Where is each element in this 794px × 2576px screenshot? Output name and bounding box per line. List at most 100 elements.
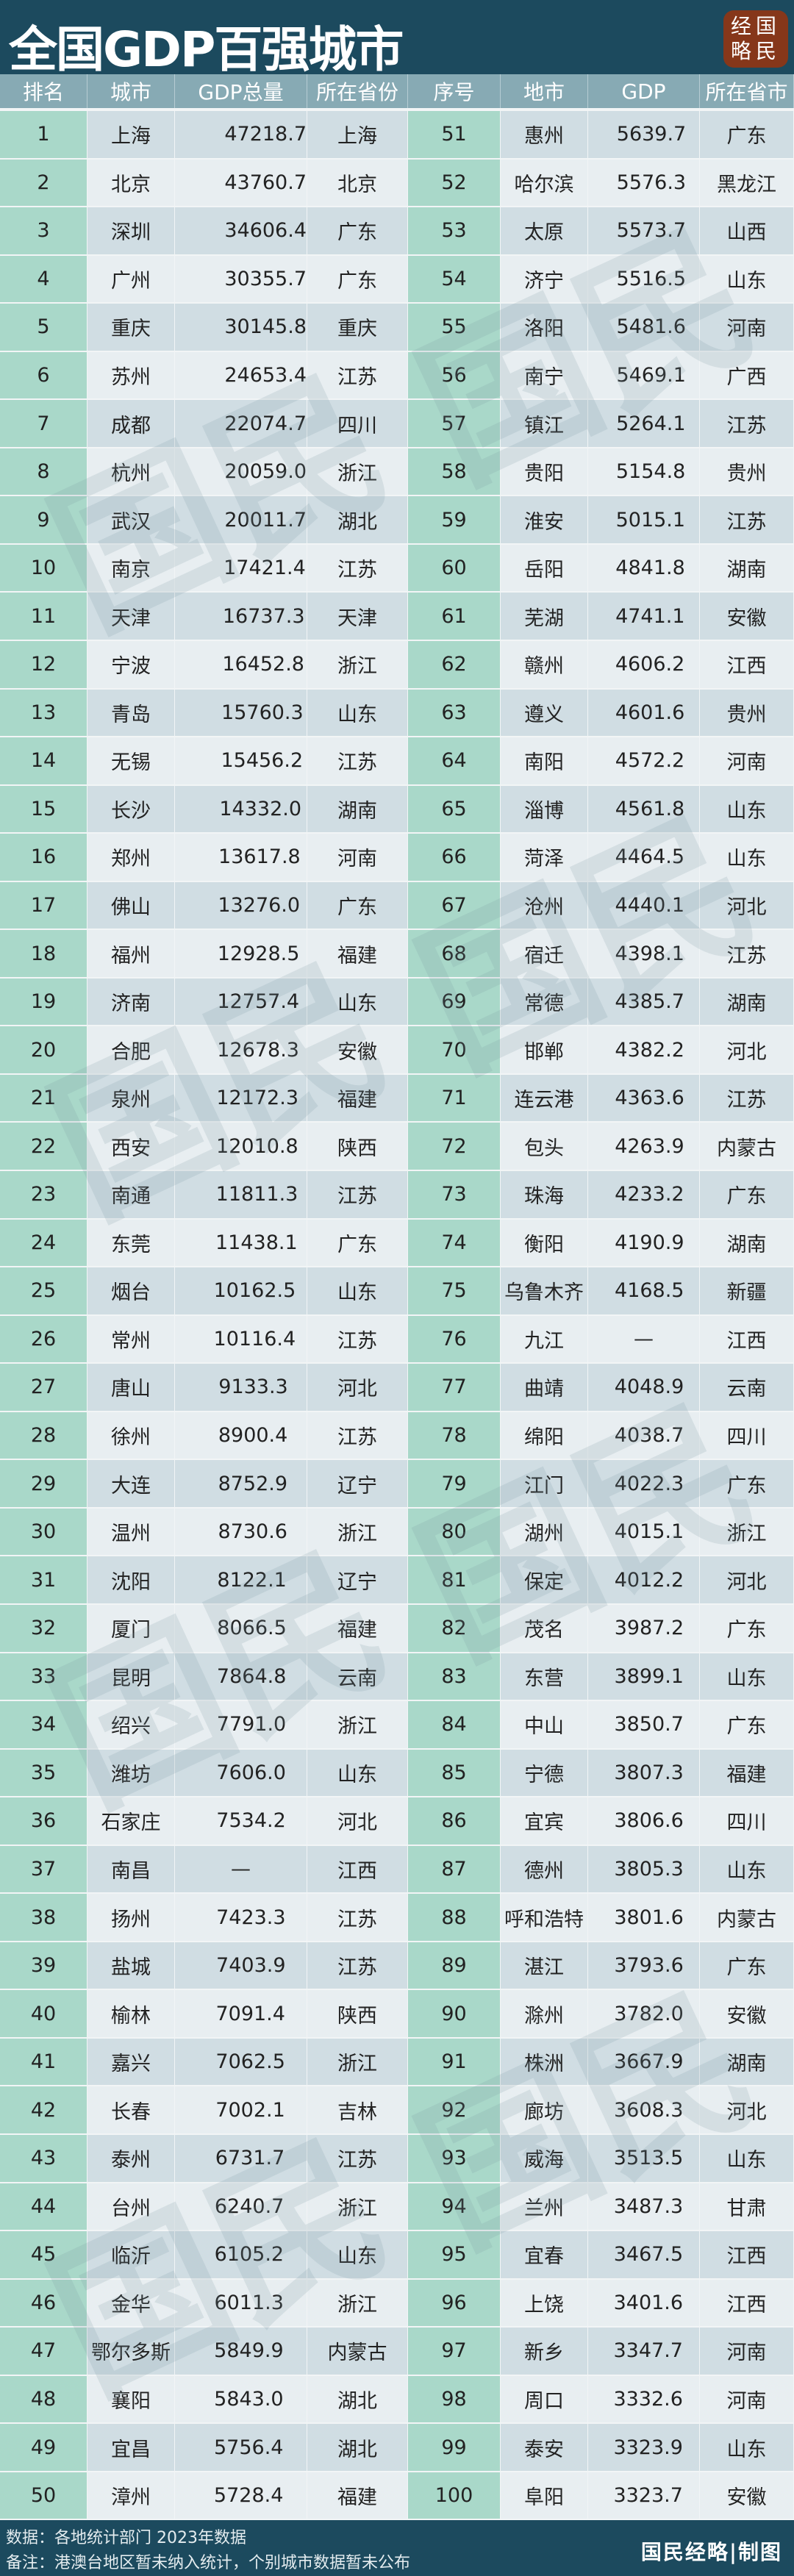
rank-cell: 59 [408, 496, 501, 543]
gdp-cell: 30145.8 [175, 304, 307, 351]
province-cell: 湖南 [307, 785, 408, 833]
province-cell: 安徽 [700, 2472, 794, 2519]
province-cell: 河北 [307, 1364, 408, 1411]
table-row: 7 成都 22074.7 四川 57 镇江 5264.1 江苏 [0, 400, 794, 448]
gdp-value: 5639.7 [616, 123, 687, 146]
gdp-cell: 3401.6 [588, 2279, 700, 2327]
gdp-cell: 5849.9 [175, 2328, 307, 2375]
rank-cell: 13 [0, 689, 87, 737]
gdp-value: 4012.2 [614, 1568, 684, 1592]
province-cell: 广东 [700, 1942, 794, 1989]
column-header: 所在省市 [700, 74, 794, 108]
province-cell: 广东 [700, 111, 794, 158]
table-row: 36 石家庄 7534.2 河北 86 宜宾 3806.6 四川 [0, 1797, 794, 1846]
gdp-cell: 8752.9 [175, 1460, 307, 1507]
province-cell: 广东 [700, 1460, 794, 1507]
gdp-cell: 9133.3 [175, 1364, 307, 1411]
gdp-cell: 8730.6 [175, 1508, 307, 1556]
gdp-cell: 7606.0 [175, 1749, 307, 1797]
rank-cell: 49 [0, 2424, 87, 2471]
province-cell: 辽宁 [307, 1556, 408, 1603]
province-cell: 天津 [307, 593, 408, 640]
city-cell: 岳阳 [501, 544, 588, 592]
province-cell: 湖北 [307, 496, 408, 543]
city-cell: 长沙 [87, 785, 175, 833]
table-row: 39 盐城 7403.9 江苏 89 湛江 3793.6 广东 [0, 1942, 794, 1991]
gdp-value: 4382.2 [615, 1038, 684, 1062]
city-cell: 北京 [87, 159, 175, 207]
gdp-cell: 4190.9 [588, 1219, 700, 1267]
province-cell: 山东 [700, 1653, 794, 1700]
rank-cell: 71 [408, 1074, 501, 1122]
gdp-value: 6731.7 [215, 2147, 285, 2170]
province-cell: 陕西 [307, 1123, 408, 1170]
province-cell: 福建 [307, 930, 408, 977]
footer: 数据：各地统计部门 2023年数据 备注：港澳台地区暂未纳入统计，个别城市数据暂… [0, 2522, 794, 2576]
province-cell: 浙江 [307, 2279, 408, 2327]
province-cell: 河南 [700, 737, 794, 784]
gdp-cell: 3806.6 [588, 1797, 700, 1845]
city-cell: 珠海 [501, 1171, 588, 1218]
rank-cell: 56 [408, 351, 501, 399]
table-row: 31 沈阳 8122.1 辽宁 81 保定 4012.2 河北 [0, 1556, 794, 1605]
gdp-value: 6240.7 [214, 2194, 285, 2218]
rank-cell: 28 [0, 1412, 87, 1459]
city-cell: 临沂 [87, 2231, 175, 2278]
gdp-value: 12928.5 [217, 942, 300, 965]
province-cell: 江西 [700, 641, 794, 688]
gdp-cell: 7791.0 [175, 1701, 307, 1748]
rank-cell: 83 [408, 1653, 501, 1700]
province-cell: 云南 [700, 1364, 794, 1411]
table-row: 11 天津 16737.3 天津 61 芜湖 4741.1 安徽 [0, 593, 794, 642]
gdp-value: 4038.7 [614, 1424, 684, 1448]
rank-cell: 69 [408, 978, 501, 1026]
city-cell: 杭州 [87, 448, 175, 495]
gdp-value: 3347.7 [613, 2339, 683, 2363]
rank-cell: 72 [408, 1123, 501, 1170]
rank-cell: 62 [408, 641, 501, 688]
gdp-cell: 3801.6 [588, 1894, 700, 1941]
city-cell: 宜昌 [87, 2424, 175, 2471]
city-cell: 兰州 [501, 2183, 588, 2230]
province-cell: 浙江 [307, 1701, 408, 1748]
province-cell: 山东 [700, 1845, 794, 1893]
city-cell: 常州 [87, 1315, 175, 1363]
province-cell: 河北 [700, 881, 794, 929]
table-row: 37 南昌 — 江西 87 德州 3805.3 山东 [0, 1845, 794, 1895]
rank-cell: 21 [0, 1074, 87, 1122]
province-cell: 内蒙古 [700, 1894, 794, 1941]
gdp-value: 5728.4 [213, 2484, 284, 2508]
gdp-cell: 5756.4 [175, 2424, 307, 2471]
rank-cell: 81 [408, 1556, 501, 1603]
city-cell: 南阳 [501, 737, 588, 784]
table-row: 10 南京 17421.4 江苏 60 岳阳 4841.8 湖南 [0, 544, 794, 593]
province-cell: 江苏 [700, 496, 794, 543]
gdp-cell: 47218.7 [175, 111, 307, 158]
rank-cell: 2 [0, 159, 87, 207]
province-cell: 江西 [307, 1845, 408, 1893]
city-cell: 淄博 [501, 785, 588, 833]
city-cell: 南通 [87, 1171, 175, 1218]
province-cell: 安徽 [307, 1026, 408, 1073]
city-cell: 连云港 [501, 1074, 588, 1122]
rank-cell: 89 [408, 1942, 501, 1989]
table-row: 50 漳州 5728.4 福建 100 阜阳 3323.7 安徽 [0, 2472, 794, 2521]
gdp-value: 3801.6 [614, 1906, 684, 1929]
rank-cell: 10 [0, 544, 87, 592]
gdp-value: 15456.2 [221, 749, 304, 773]
gdp-value: 5481.6 [616, 315, 686, 339]
province-cell: 江苏 [700, 1074, 794, 1122]
gdp-value: 3899.1 [614, 1664, 684, 1688]
gdp-value: 3401.6 [613, 2291, 684, 2314]
gdp-value: 4741.1 [615, 604, 685, 628]
province-cell: 山东 [700, 2134, 794, 2182]
gdp-cell: 4606.2 [588, 641, 700, 688]
city-cell: 扬州 [87, 1894, 175, 1941]
rank-cell: 12 [0, 641, 87, 688]
city-cell: 鄂尔多斯 [87, 2328, 175, 2375]
gdp-value: 4561.8 [615, 797, 685, 820]
gdp-cell: 13617.8 [175, 834, 307, 881]
city-cell: 烟台 [87, 1267, 175, 1314]
table-row: 42 长春 7002.1 吉林 92 廊坊 3608.3 河北 [0, 2086, 794, 2135]
province-cell: 内蒙古 [700, 1123, 794, 1170]
